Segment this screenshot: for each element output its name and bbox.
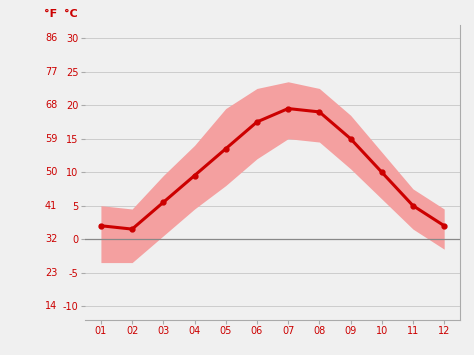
Text: 14: 14 bbox=[45, 301, 57, 311]
Text: 68: 68 bbox=[45, 100, 57, 110]
Text: 32: 32 bbox=[45, 234, 57, 244]
Text: 23: 23 bbox=[45, 268, 57, 278]
Text: 77: 77 bbox=[45, 67, 57, 77]
Text: 59: 59 bbox=[45, 134, 57, 144]
Text: 86: 86 bbox=[45, 33, 57, 43]
Text: 50: 50 bbox=[45, 167, 57, 177]
Text: 41: 41 bbox=[45, 201, 57, 211]
Text: °F: °F bbox=[44, 9, 57, 19]
Text: °C: °C bbox=[64, 9, 78, 19]
